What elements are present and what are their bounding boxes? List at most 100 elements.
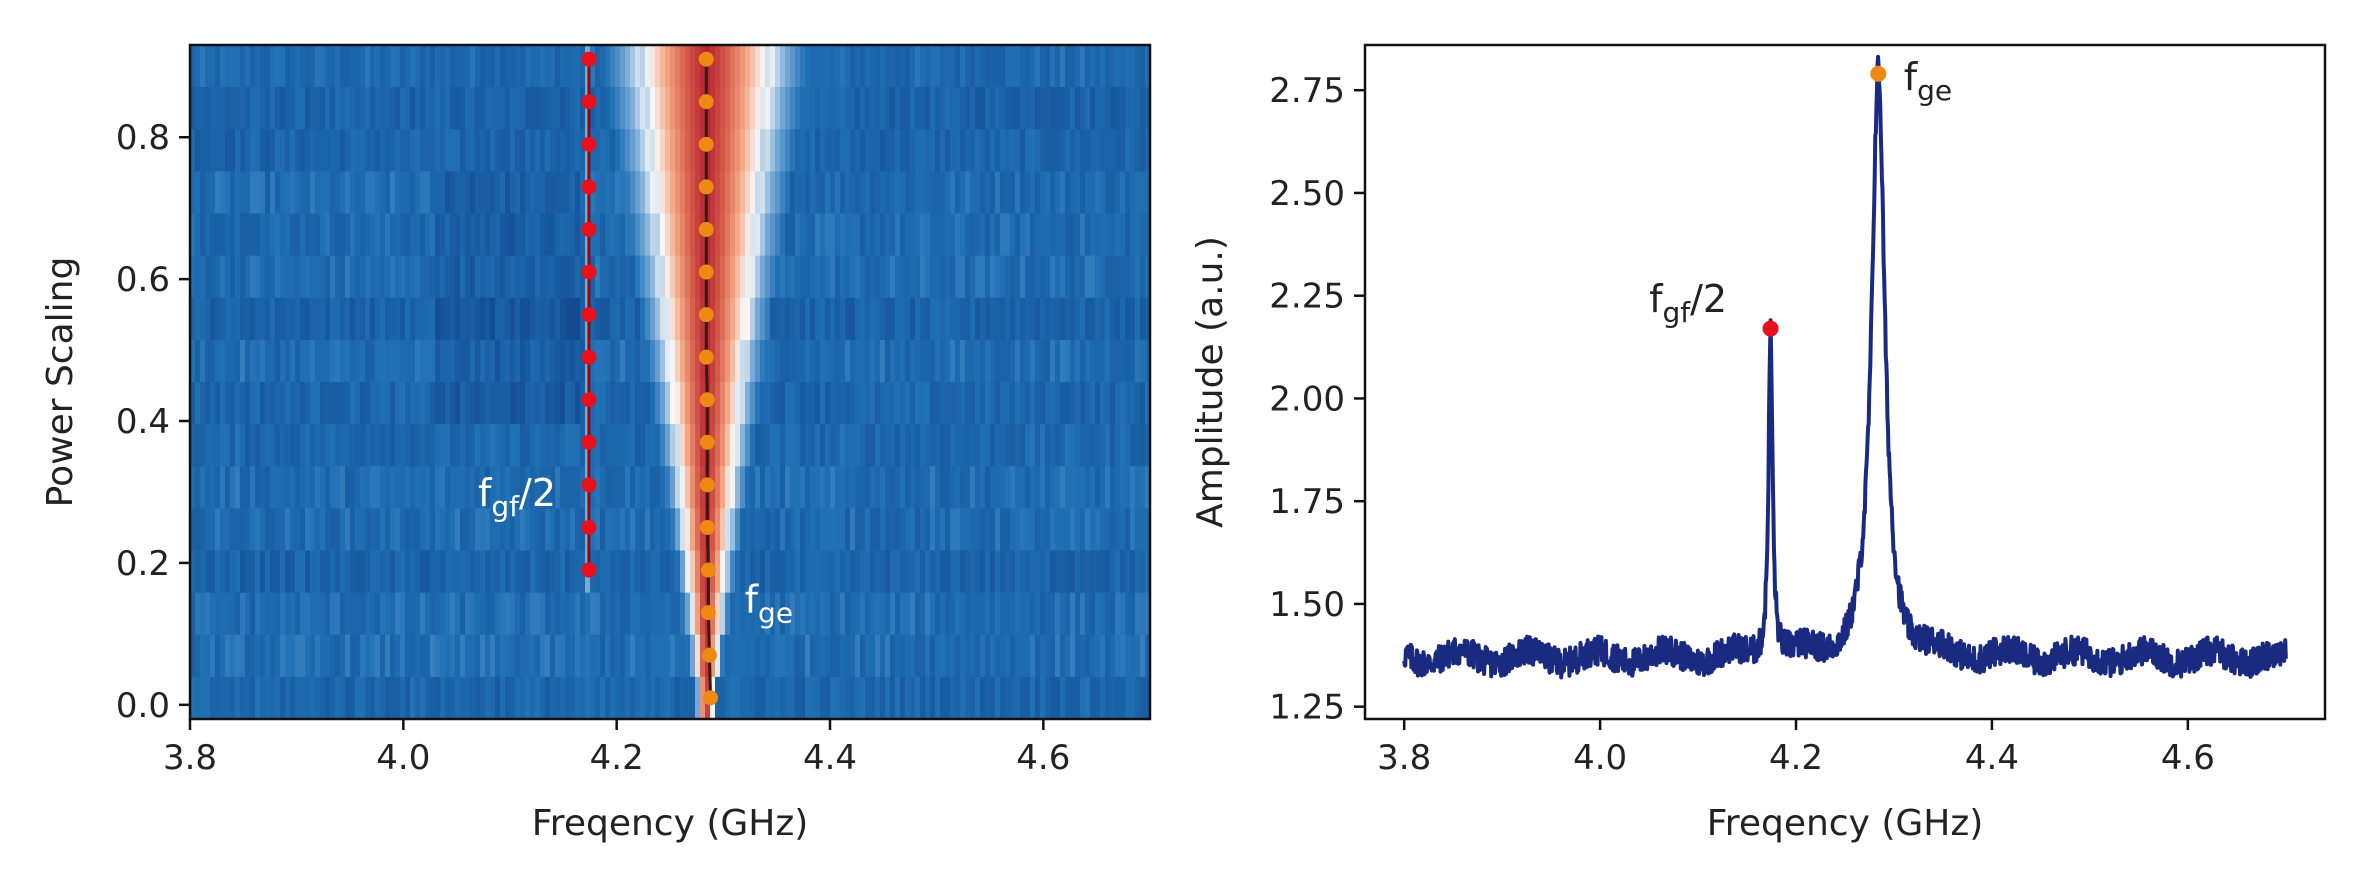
heatmap-cell xyxy=(385,129,391,172)
heatmap-cell xyxy=(245,634,251,678)
heatmap-cell xyxy=(955,339,961,383)
heatmap-cell xyxy=(350,255,356,299)
heatmap-cell xyxy=(405,592,411,636)
heatmap-cell xyxy=(255,87,261,130)
heatmap-cell xyxy=(900,171,906,215)
heatmap-cell xyxy=(720,634,726,678)
heatmap-cell xyxy=(325,676,331,719)
heatmap-cell xyxy=(625,255,631,299)
heatmap-cell xyxy=(1010,424,1016,467)
heatmap-cell xyxy=(760,297,766,341)
heatmap-cell xyxy=(400,676,406,719)
heatmap-cell xyxy=(340,466,346,509)
heatmap-cell xyxy=(550,297,556,341)
heatmap-cell xyxy=(450,466,456,509)
heatmap-cell xyxy=(770,213,776,257)
heatmap-cell xyxy=(475,592,481,636)
heatmap-cell xyxy=(570,634,576,678)
heatmap-cell xyxy=(660,87,666,130)
heatmap-cell xyxy=(1080,424,1086,467)
heatmap-cell xyxy=(195,171,201,215)
heatmap-cell xyxy=(1110,466,1116,509)
heatmap-cell xyxy=(265,550,271,594)
heatmap-cell xyxy=(325,550,331,594)
heatmap-cell xyxy=(1020,255,1026,299)
heatmap-cell xyxy=(1080,382,1086,425)
heatmap-cell xyxy=(745,676,751,719)
heatmap-cell xyxy=(840,508,846,552)
heatmap-cell xyxy=(1135,382,1141,425)
heatmap-cell xyxy=(625,87,631,130)
heatmap-cell xyxy=(270,466,276,509)
heatmap-cell xyxy=(450,382,456,425)
heatmap-cell xyxy=(360,592,366,636)
heatmap-cell xyxy=(425,87,431,130)
heatmap-cell xyxy=(270,213,276,257)
heatmap-cell xyxy=(905,255,911,299)
heatmap-cell xyxy=(250,213,256,257)
heatmap-cell xyxy=(885,339,891,383)
heatmap-cell xyxy=(790,634,796,678)
heatmap-cell xyxy=(220,339,226,383)
heatmap-cell xyxy=(1050,255,1056,299)
heatmap-cell xyxy=(865,213,871,257)
heatmap-cell xyxy=(515,213,521,257)
heatmap-cell xyxy=(355,424,361,467)
heatmap-cell xyxy=(845,87,851,130)
heatmap-cell xyxy=(985,339,991,383)
heatmap-cell xyxy=(1130,634,1136,678)
heatmap-cell xyxy=(940,592,946,636)
heatmap-cell xyxy=(205,382,211,425)
heatmap-cell xyxy=(785,424,791,467)
heatmap-cell xyxy=(290,592,296,636)
heatmap-cell xyxy=(580,129,586,172)
heatmap-cell xyxy=(1065,634,1071,678)
heatmap-cell xyxy=(1100,87,1106,130)
heatmap-cell xyxy=(895,382,901,425)
heatmap-cell xyxy=(975,45,981,88)
heatmap-cell xyxy=(785,45,791,88)
heatmap-cell xyxy=(800,87,806,130)
heatmap-cell xyxy=(790,255,796,299)
heatmap-y-tick-label: 0.6 xyxy=(116,260,170,300)
heatmap-cell xyxy=(730,592,736,636)
heatmap-cell xyxy=(765,466,771,509)
heatmap-cell xyxy=(800,171,806,215)
heatmap-cell xyxy=(825,87,831,130)
heatmap-cell xyxy=(455,339,461,383)
heatmap-cell xyxy=(460,550,466,594)
heatmap-cell xyxy=(675,424,681,467)
heatmap-cell xyxy=(1070,466,1076,509)
heatmap-cell xyxy=(435,466,441,509)
heatmap-cell xyxy=(495,676,501,719)
heatmap-cell xyxy=(620,424,626,467)
heatmap-cell xyxy=(865,87,871,130)
heatmap-cell xyxy=(750,382,756,425)
heatmap-cell xyxy=(1025,171,1031,215)
heatmap-cell xyxy=(845,466,851,509)
heatmap-cell xyxy=(485,129,491,172)
heatmap-cell xyxy=(675,592,681,636)
heatmap-cell xyxy=(905,87,911,130)
heatmap-cell xyxy=(315,634,321,678)
heatmap-cell xyxy=(800,45,806,88)
heatmap-cell xyxy=(545,45,551,88)
heatmap-cell xyxy=(855,45,861,88)
heatmap-cell xyxy=(385,87,391,130)
heatmap-cell xyxy=(670,297,676,341)
heatmap-cell xyxy=(380,508,386,552)
heatmap-cell xyxy=(455,87,461,130)
heatmap-cell xyxy=(190,382,196,425)
heatmap-cell xyxy=(310,213,316,257)
heatmap-cell xyxy=(620,508,626,552)
heatmap-cell xyxy=(960,171,966,215)
heatmap-cell xyxy=(250,87,256,130)
heatmap-cell xyxy=(775,382,781,425)
heatmap-cell xyxy=(910,424,916,467)
heatmap-cell xyxy=(545,297,551,341)
heatmap-cell xyxy=(715,171,721,215)
heatmap-cell xyxy=(925,129,931,172)
heatmap-cell xyxy=(955,592,961,636)
heatmap-cell xyxy=(750,45,756,88)
heatmap-cell xyxy=(685,87,691,130)
